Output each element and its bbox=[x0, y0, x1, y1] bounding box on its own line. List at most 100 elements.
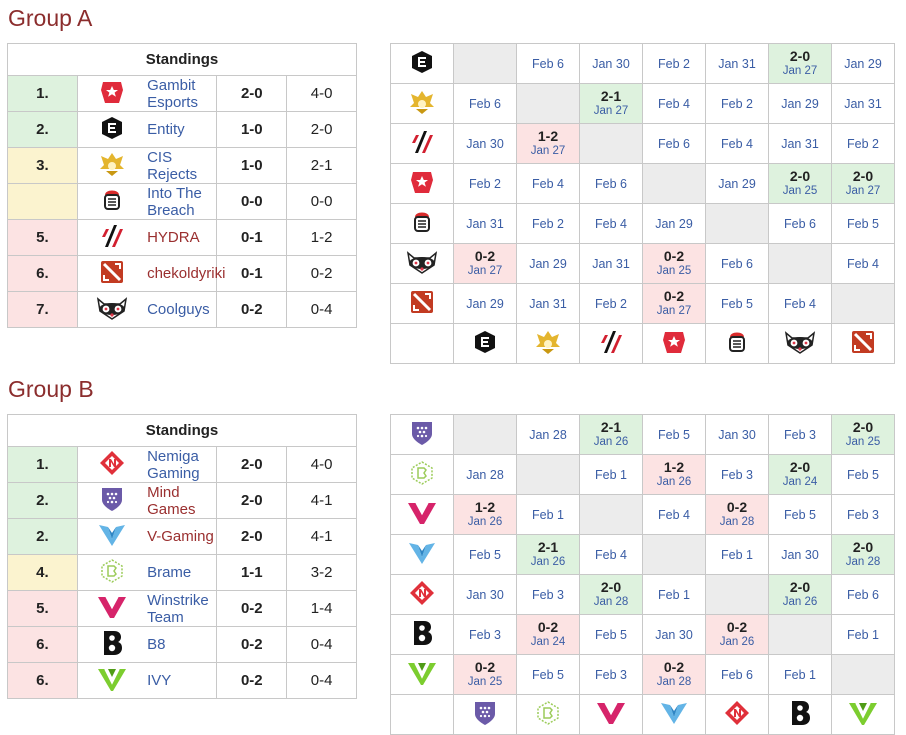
match-score: 2-0 bbox=[600, 579, 622, 595]
match-loss-cell: 0-2 Jan 27 bbox=[453, 243, 517, 284]
team-name-link[interactable]: V-Gaming bbox=[147, 528, 214, 545]
match-date-cell: Jan 31 bbox=[453, 203, 517, 244]
matrix-column-header-row bbox=[390, 694, 895, 735]
match-date: Jan 26 bbox=[530, 556, 566, 568]
ivy-logo-icon bbox=[97, 666, 127, 696]
into-the-breach-logo-icon bbox=[99, 186, 125, 218]
matrix-col-team[interactable] bbox=[642, 323, 706, 364]
match-record: 0-2 bbox=[216, 291, 288, 328]
matrix-row-team[interactable] bbox=[390, 534, 454, 575]
matrix-col-team[interactable] bbox=[516, 323, 580, 364]
matrix-row-team[interactable] bbox=[390, 203, 454, 244]
matrix-row-team[interactable] bbox=[390, 494, 454, 535]
team-name-link[interactable]: Brame bbox=[147, 564, 192, 581]
matrix-row-team[interactable] bbox=[390, 83, 454, 124]
matrix-col-team[interactable] bbox=[579, 694, 643, 735]
match-date-cell: Feb 5 bbox=[768, 494, 832, 535]
matrix-col-team[interactable] bbox=[453, 694, 517, 735]
match-date-cell: Jan 30 bbox=[453, 574, 517, 615]
team-name-link[interactable]: chekoldyriki bbox=[147, 265, 226, 282]
dota-logo-icon bbox=[850, 329, 876, 358]
matrix-diagonal-cell bbox=[642, 163, 706, 204]
match-date-cell: Jan 31 bbox=[768, 123, 832, 164]
matrix-col-team[interactable] bbox=[642, 694, 706, 735]
dota-logo-icon bbox=[409, 289, 435, 318]
team-name-link[interactable]: Nemiga Gaming bbox=[147, 447, 200, 482]
into-the-breach-logo-icon bbox=[724, 328, 750, 359]
match-record: 1-0 bbox=[216, 111, 288, 148]
match-score: 0-2 bbox=[474, 248, 496, 264]
matrix-row-team[interactable] bbox=[390, 454, 454, 495]
brame-logo-icon bbox=[99, 558, 125, 588]
matrix-diagonal-cell bbox=[768, 243, 832, 284]
match-record: 1-1 bbox=[216, 554, 288, 591]
matrix-col-team[interactable] bbox=[768, 694, 832, 735]
team-name-link[interactable]: Into The Breach bbox=[147, 184, 202, 219]
match-date-cell: Feb 5 bbox=[516, 654, 580, 695]
team-name-link[interactable]: Winstrike Team bbox=[147, 591, 209, 626]
rank-cell: 2. bbox=[7, 482, 78, 519]
match-date-cell: Feb 4 bbox=[642, 494, 706, 535]
matrix-col-team[interactable] bbox=[831, 323, 895, 364]
matrix-col-team[interactable] bbox=[768, 323, 832, 364]
game-record: 1-2 bbox=[286, 219, 357, 256]
entity-logo-icon bbox=[472, 329, 498, 358]
match-score: 0-2 bbox=[537, 619, 559, 635]
matrix-row-team[interactable] bbox=[390, 574, 454, 615]
matrix-row: Feb 2 Feb 4 Feb 6 Jan 29 2-0 Jan 25 2-0 Jan 27 bbox=[390, 163, 895, 204]
coolguys-logo-icon bbox=[782, 329, 818, 358]
matrix-col-team[interactable] bbox=[705, 694, 769, 735]
team-name-link[interactable]: Mind Games bbox=[147, 483, 196, 518]
matrix-row-team[interactable] bbox=[390, 243, 454, 284]
match-date-cell: Jan 29 bbox=[831, 43, 895, 84]
matrix-diagonal-cell bbox=[453, 414, 517, 455]
matrix-col-team[interactable] bbox=[516, 694, 580, 735]
match-date-cell: Feb 3 bbox=[453, 614, 517, 655]
game-record: 2-1 bbox=[286, 147, 357, 184]
matrix-row-team[interactable] bbox=[390, 163, 454, 204]
matrix-col-team[interactable] bbox=[579, 323, 643, 364]
matrix-row: Feb 3 0-2 Jan 24 Feb 5 Jan 30 0-2 Jan 26 Feb 1 bbox=[390, 614, 895, 655]
match-score: 0-2 bbox=[474, 659, 496, 675]
nemiga-logo-icon bbox=[409, 580, 435, 609]
matrix-row-team[interactable] bbox=[390, 614, 454, 655]
match-date-cell: Jan 29 bbox=[516, 243, 580, 284]
matrix-row-team[interactable] bbox=[390, 123, 454, 164]
team-logo-cell bbox=[76, 482, 148, 519]
standings-row: 5. Winstrike Team 0-2 1-4 bbox=[7, 590, 357, 627]
matrix-row-team[interactable] bbox=[390, 43, 454, 84]
matrix-row-team[interactable] bbox=[390, 654, 454, 695]
matrix-col-team[interactable] bbox=[831, 694, 895, 735]
match-date-cell: Feb 2 bbox=[705, 83, 769, 124]
team-name-link[interactable]: HYDRA bbox=[147, 229, 200, 246]
match-record: 0-1 bbox=[216, 255, 288, 292]
matrix-col-team[interactable] bbox=[453, 323, 517, 364]
gambit-logo-icon bbox=[661, 329, 687, 358]
team-name-link[interactable]: Coolguys bbox=[147, 301, 210, 318]
match-date-cell: Jan 31 bbox=[831, 83, 895, 124]
team-name-link[interactable]: Entity bbox=[147, 121, 185, 138]
match-date: Jan 26 bbox=[593, 436, 629, 448]
team-name-link[interactable]: IVY bbox=[147, 672, 172, 689]
standings-row: 4. Brame 1-1 3-2 bbox=[7, 554, 357, 591]
matrix-row-team[interactable] bbox=[390, 414, 454, 455]
match-win-cell: 2-1 Jan 27 bbox=[579, 83, 643, 124]
rank-cell: 2. bbox=[7, 111, 78, 148]
matrix-diagonal-cell bbox=[516, 83, 580, 124]
match-date-cell: Feb 5 bbox=[579, 614, 643, 655]
team-name-link[interactable]: B8 bbox=[147, 636, 166, 653]
game-record: 4-1 bbox=[286, 482, 357, 519]
hydra-logo-icon bbox=[99, 223, 125, 253]
matrix-col-team[interactable] bbox=[705, 323, 769, 364]
match-date-cell: Feb 4 bbox=[579, 534, 643, 575]
matrix-row: Jan 29 Jan 31 Feb 2 0-2 Jan 27 Feb 5 Feb 4 bbox=[390, 283, 895, 324]
match-date-cell: Jan 30 bbox=[642, 614, 706, 655]
match-score: 0-2 bbox=[663, 248, 685, 264]
match-date: Jan 27 bbox=[467, 265, 503, 277]
standings-row: 5. HYDRA 0-1 1-2 bbox=[7, 219, 357, 256]
rank-cell: 6. bbox=[7, 662, 78, 699]
match-date: Jan 28 bbox=[719, 516, 755, 528]
team-name-link[interactable]: CIS Rejects bbox=[147, 148, 198, 183]
team-name-link[interactable]: Gambit Esports bbox=[147, 76, 198, 111]
matrix-row-team[interactable] bbox=[390, 283, 454, 324]
